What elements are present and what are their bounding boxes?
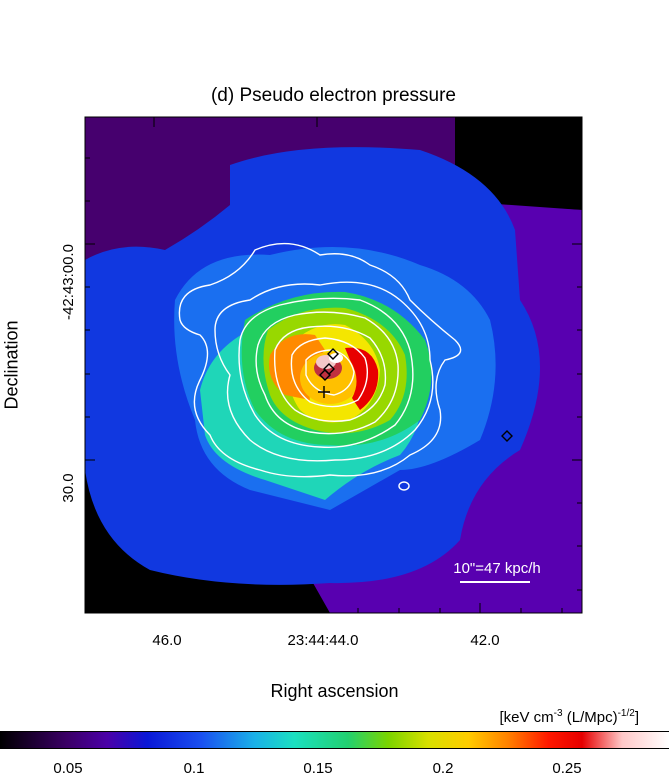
colorbar-unit: [keV cm-3 (L/Mpc)-1/2] [499, 708, 639, 726]
x-tick-label: 42.0 [470, 632, 499, 649]
scale-bar-label: 10"=47 kpc/h [453, 560, 540, 577]
contour-1 [178, 242, 462, 478]
markers [318, 348, 513, 442]
unit-part: (L/Mpc) [562, 709, 618, 726]
contour-6 [290, 337, 368, 408]
plot-title: (d) Pseudo electron pressure [210, 85, 456, 106]
colorbar-tick: 0.2 [432, 760, 454, 777]
contour-7 [305, 349, 355, 396]
x-tick-label: 46.0 [152, 632, 181, 649]
colorbar-tick: 0.1 [183, 760, 205, 777]
x-tick-label: 23:44:44.0 [288, 632, 359, 649]
contour-5 [273, 325, 387, 422]
contour-3 [238, 297, 414, 449]
y-tick-label: -42:43:00.0 [60, 244, 77, 320]
unit-part: ] [634, 709, 639, 726]
y-tick-label: 30.0 [60, 473, 77, 502]
unit-exp: -3 [553, 708, 563, 719]
diamond-marker [327, 348, 339, 360]
colorbar [0, 731, 669, 749]
contour-4 [255, 311, 399, 435]
unit-exp: -1/2 [617, 708, 635, 719]
tick-marks [85, 117, 582, 613]
colorbar-tick: 0.15 [303, 760, 333, 777]
contour-2 [214, 281, 434, 462]
map-region-red [345, 347, 379, 410]
unit-part: [keV cm [499, 709, 554, 726]
colorbar-tick: 0.05 [53, 760, 83, 777]
x-axis-label: Right ascension [270, 681, 399, 701]
diamond-marker [319, 369, 331, 381]
y-axis-label: Declination [1, 320, 22, 410]
cross-marker [318, 386, 330, 398]
plot-frame [84, 116, 583, 614]
colorbar-tick: 0.25 [552, 760, 582, 777]
map-region-core-white [329, 353, 343, 363]
contour-small [398, 481, 410, 491]
map-region-orange [269, 334, 325, 400]
contour-lines [178, 242, 462, 491]
diamond-marker [501, 430, 513, 442]
